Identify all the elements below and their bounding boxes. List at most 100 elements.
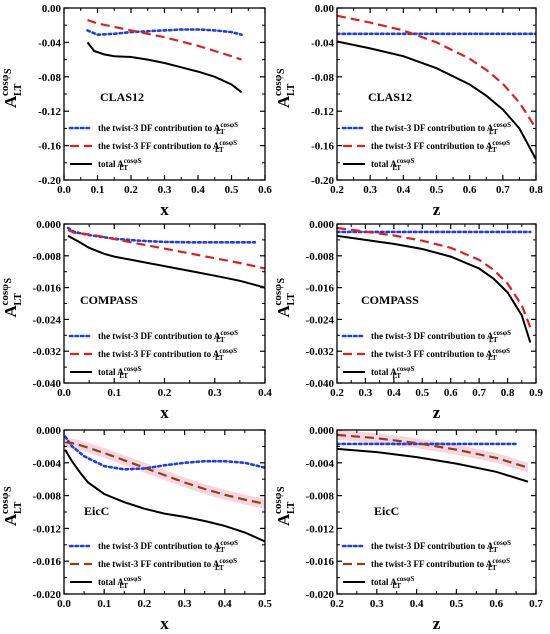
x-tick-label: 0.4 bbox=[396, 184, 410, 196]
legend-label: the twist-3 FF contribution to AcosφS LT bbox=[98, 347, 237, 362]
y-tick-label: -0.012 bbox=[306, 523, 335, 535]
y-tick-label: 0.00 bbox=[42, 3, 62, 15]
series-line-dashed bbox=[337, 226, 532, 328]
x-tick-label: 0.2 bbox=[124, 184, 138, 196]
x-tick-label: 0.7 bbox=[529, 598, 543, 610]
panel-4: 0.2 0.3 0.4 0.5 0.6 0.7 0.8 0.9 -0.040 -0.032 -0.0… bbox=[272, 219, 543, 422]
x-tick-label: 0.2 bbox=[330, 598, 344, 610]
x-tick-label: 0.4 bbox=[410, 598, 424, 610]
x-tick-label: 0.0 bbox=[57, 184, 71, 196]
y-label-main: A bbox=[274, 513, 293, 526]
y-tick-label: 0.000 bbox=[36, 425, 61, 437]
series-line-solid bbox=[337, 40, 536, 160]
y-tick-label: -0.008 bbox=[33, 491, 62, 503]
y-tick-label: -0.16 bbox=[311, 141, 334, 153]
legend-label: the twist-3 FF contribution to AcosφS LT bbox=[98, 557, 237, 572]
y-tick-label: -0.08 bbox=[38, 72, 61, 84]
panel-annotation: CLAS12 bbox=[100, 90, 144, 104]
y-axis-label: AcosφS LT bbox=[0, 278, 24, 318]
x-tick-label: 0.1 bbox=[91, 184, 105, 196]
legend-label: total AcosφS LT bbox=[371, 575, 414, 590]
y-label-sup-sub: S bbox=[3, 278, 14, 284]
y-tick-label: -0.04 bbox=[38, 37, 61, 49]
x-tick-label: 0.3 bbox=[208, 387, 222, 399]
y-label-main: A bbox=[274, 95, 293, 108]
x-tick-label: 0.6 bbox=[258, 184, 272, 196]
y-tick-label: -0.040 bbox=[306, 378, 335, 390]
x-axis-label: x bbox=[160, 614, 169, 633]
panel-5: 0.0 0.1 0.2 0.3 0.4 0.5 -0.020 -0.016 -0.012 -0.0… bbox=[0, 425, 272, 633]
legend-label: total AcosφS LT bbox=[371, 365, 414, 380]
y-tick-label: 0.000 bbox=[309, 425, 334, 437]
y-tick-label: -0.20 bbox=[38, 175, 61, 187]
y-label-sup-sub: S bbox=[276, 278, 287, 284]
y-label-sup: cosφ bbox=[0, 74, 11, 96]
x-tick-label: 0.6 bbox=[463, 184, 477, 196]
x-axis-label: x bbox=[160, 200, 169, 219]
x-tick-label: 0.7 bbox=[472, 387, 486, 399]
y-axis-label: AcosφS LT bbox=[272, 68, 297, 108]
y-tick-label: -0.016 bbox=[33, 556, 62, 568]
series-line-dotted bbox=[86, 28, 243, 37]
y-tick-label: 0.00 bbox=[315, 3, 335, 15]
x-tick-label: 0.8 bbox=[501, 387, 515, 399]
legend-label: total AcosφS LT bbox=[98, 575, 141, 590]
x-axis-label: z bbox=[433, 614, 441, 633]
legend-label: the twist-3 DF contribution to AcosφS LT bbox=[98, 121, 238, 136]
x-tick-label: 0.1 bbox=[97, 598, 111, 610]
y-label-sup: cosφ bbox=[272, 492, 284, 514]
y-tick-label: -0.016 bbox=[33, 283, 62, 295]
panel-annotation: COMPASS bbox=[361, 293, 419, 307]
y-label-main: A bbox=[1, 95, 20, 108]
panel-6: 0.2 0.3 0.4 0.5 0.6 0.7 -0.020 -0.016 -0.012 -0.0… bbox=[272, 425, 543, 633]
panel-annotation: CLAS12 bbox=[368, 90, 412, 104]
series-line-dashed bbox=[337, 433, 529, 469]
x-axis-label: z bbox=[433, 403, 441, 422]
y-axis-label: AcosφS LT bbox=[272, 486, 297, 526]
y-tick-label: -0.040 bbox=[33, 378, 62, 390]
x-tick-label: 0.3 bbox=[370, 598, 384, 610]
x-tick-label: 0.4 bbox=[258, 387, 272, 399]
y-tick-label: -0.012 bbox=[33, 523, 62, 535]
ff-band bbox=[337, 430, 529, 473]
y-tick-label: -0.16 bbox=[38, 141, 61, 153]
y-tick-label: -0.04 bbox=[311, 37, 334, 49]
ff-band bbox=[65, 437, 265, 509]
panel-2: 0.2 0.3 0.4 0.5 0.6 0.7 0.8 -0.20 -0.16 -0.12 -0.0… bbox=[272, 3, 543, 219]
y-tick-label: -0.20 bbox=[311, 175, 334, 187]
x-axis-label: z bbox=[433, 200, 441, 219]
y-label-sub: LT bbox=[13, 83, 24, 96]
panel-1: 0.0 0.1 0.2 0.3 0.4 0.5 0.6 -0.20 -0.16 -0.12 -0.0… bbox=[0, 3, 272, 219]
legend-label: the twist-3 FF contribution to AcosφS LT bbox=[371, 557, 510, 572]
legend-label: the twist-3 DF contribution to AcosφS LT bbox=[371, 121, 511, 136]
series-line-solid bbox=[67, 235, 265, 289]
y-label-sup-sub: S bbox=[3, 68, 14, 74]
y-label-sub: LT bbox=[286, 293, 297, 306]
x-tick-label: 0.2 bbox=[158, 387, 172, 399]
series-line-dashed bbox=[337, 14, 536, 129]
series-line-dotted bbox=[64, 435, 265, 471]
x-tick-label: 0.4 bbox=[387, 387, 401, 399]
legend-label: total AcosφS LT bbox=[98, 157, 141, 172]
x-tick-label: 0.5 bbox=[415, 387, 429, 399]
series-line-solid bbox=[86, 41, 243, 94]
x-tick-label: 0.7 bbox=[496, 184, 510, 196]
legend-label: the twist-3 FF contribution to AcosφS LT bbox=[371, 139, 510, 154]
y-tick-label: -0.008 bbox=[306, 251, 335, 263]
x-tick-label: 0.5 bbox=[450, 598, 464, 610]
y-tick-label: -0.032 bbox=[306, 346, 335, 358]
legend-label: the twist-3 DF contribution to AcosφS LT bbox=[98, 329, 238, 344]
y-tick-label: -0.020 bbox=[306, 589, 335, 601]
y-label-sup: cosφ bbox=[0, 492, 11, 514]
y-tick-label: -0.004 bbox=[306, 458, 335, 470]
y-tick-label: -0.08 bbox=[311, 72, 334, 84]
y-label-main: A bbox=[1, 513, 20, 526]
x-tick-label: 0.2 bbox=[330, 184, 344, 196]
y-label-sup: cosφ bbox=[272, 74, 284, 96]
legend-label: the twist-3 FF contribution to AcosφS LT bbox=[371, 347, 510, 362]
x-tick-label: 0.2 bbox=[138, 598, 152, 610]
legend-label: the twist-3 DF contribution to AcosφS LT bbox=[371, 329, 511, 344]
x-axis-label: x bbox=[160, 403, 169, 422]
y-tick-label: -0.004 bbox=[33, 458, 62, 470]
y-tick-label: -0.008 bbox=[306, 491, 335, 503]
